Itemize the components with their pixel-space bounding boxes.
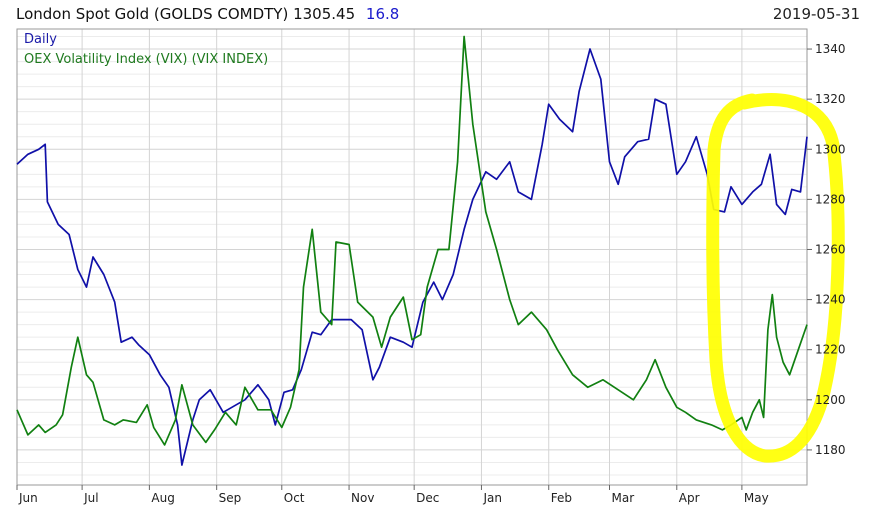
x-tick-label: Feb	[551, 491, 572, 505]
x-tick-label: Mar	[612, 491, 635, 505]
x-tick-label: May	[744, 491, 769, 505]
y-tick-label: 1260	[815, 242, 846, 256]
annotation-layer	[706, 93, 845, 463]
y-axis-right: 1180 1200 1220 1240 1260 1280 1300 1320 1340	[807, 42, 846, 457]
x-tick-label: Jun	[18, 491, 38, 505]
x-tick-label: Jul	[83, 491, 98, 505]
highlight-ellipse	[706, 93, 845, 463]
x-tick-label: Jan	[482, 491, 502, 505]
y-tick-label: 1320	[815, 92, 846, 106]
x-axis: Jun Jul Aug Sep Oct Nov Dec Jan Feb Mar Apr May	[16, 485, 769, 505]
legend-entry-vix: OEX Volatility Index (VIX) (VIX INDEX)	[24, 52, 269, 67]
x-tick-label: Sep	[219, 491, 242, 505]
chart-header: London Spot Gold (GOLDS COMDTY) 1305.45 …	[16, 5, 399, 23]
x-tick-label: Aug	[151, 491, 174, 505]
x-tick-label: Nov	[351, 491, 374, 505]
y-tick-label: 1180	[815, 443, 846, 457]
price-change: 16.8	[365, 5, 400, 23]
series-line-gold	[16, 48, 808, 466]
x-tick-label: Dec	[416, 491, 439, 505]
series-line-vix	[16, 35, 808, 446]
y-tick-label: 1300	[815, 142, 846, 156]
chart-title: London Spot Gold (GOLDS COMDTY)	[16, 5, 289, 23]
last-price: 1305.45	[293, 5, 356, 23]
legend-entry-daily: Daily	[24, 32, 57, 47]
series-layer	[16, 35, 808, 466]
y-tick-label: 1200	[815, 393, 846, 407]
y-tick-label: 1220	[815, 343, 846, 357]
chart-date: 2019-05-31	[772, 5, 860, 23]
x-tick-label: Apr	[679, 491, 700, 505]
gridlines	[16, 29, 807, 485]
y-tick-label: 1240	[815, 293, 846, 307]
y-tick-label: 1280	[815, 192, 846, 206]
y-tick-label: 1340	[815, 42, 846, 56]
x-tick-label: Oct	[284, 491, 305, 505]
plot-frame	[16, 28, 808, 486]
